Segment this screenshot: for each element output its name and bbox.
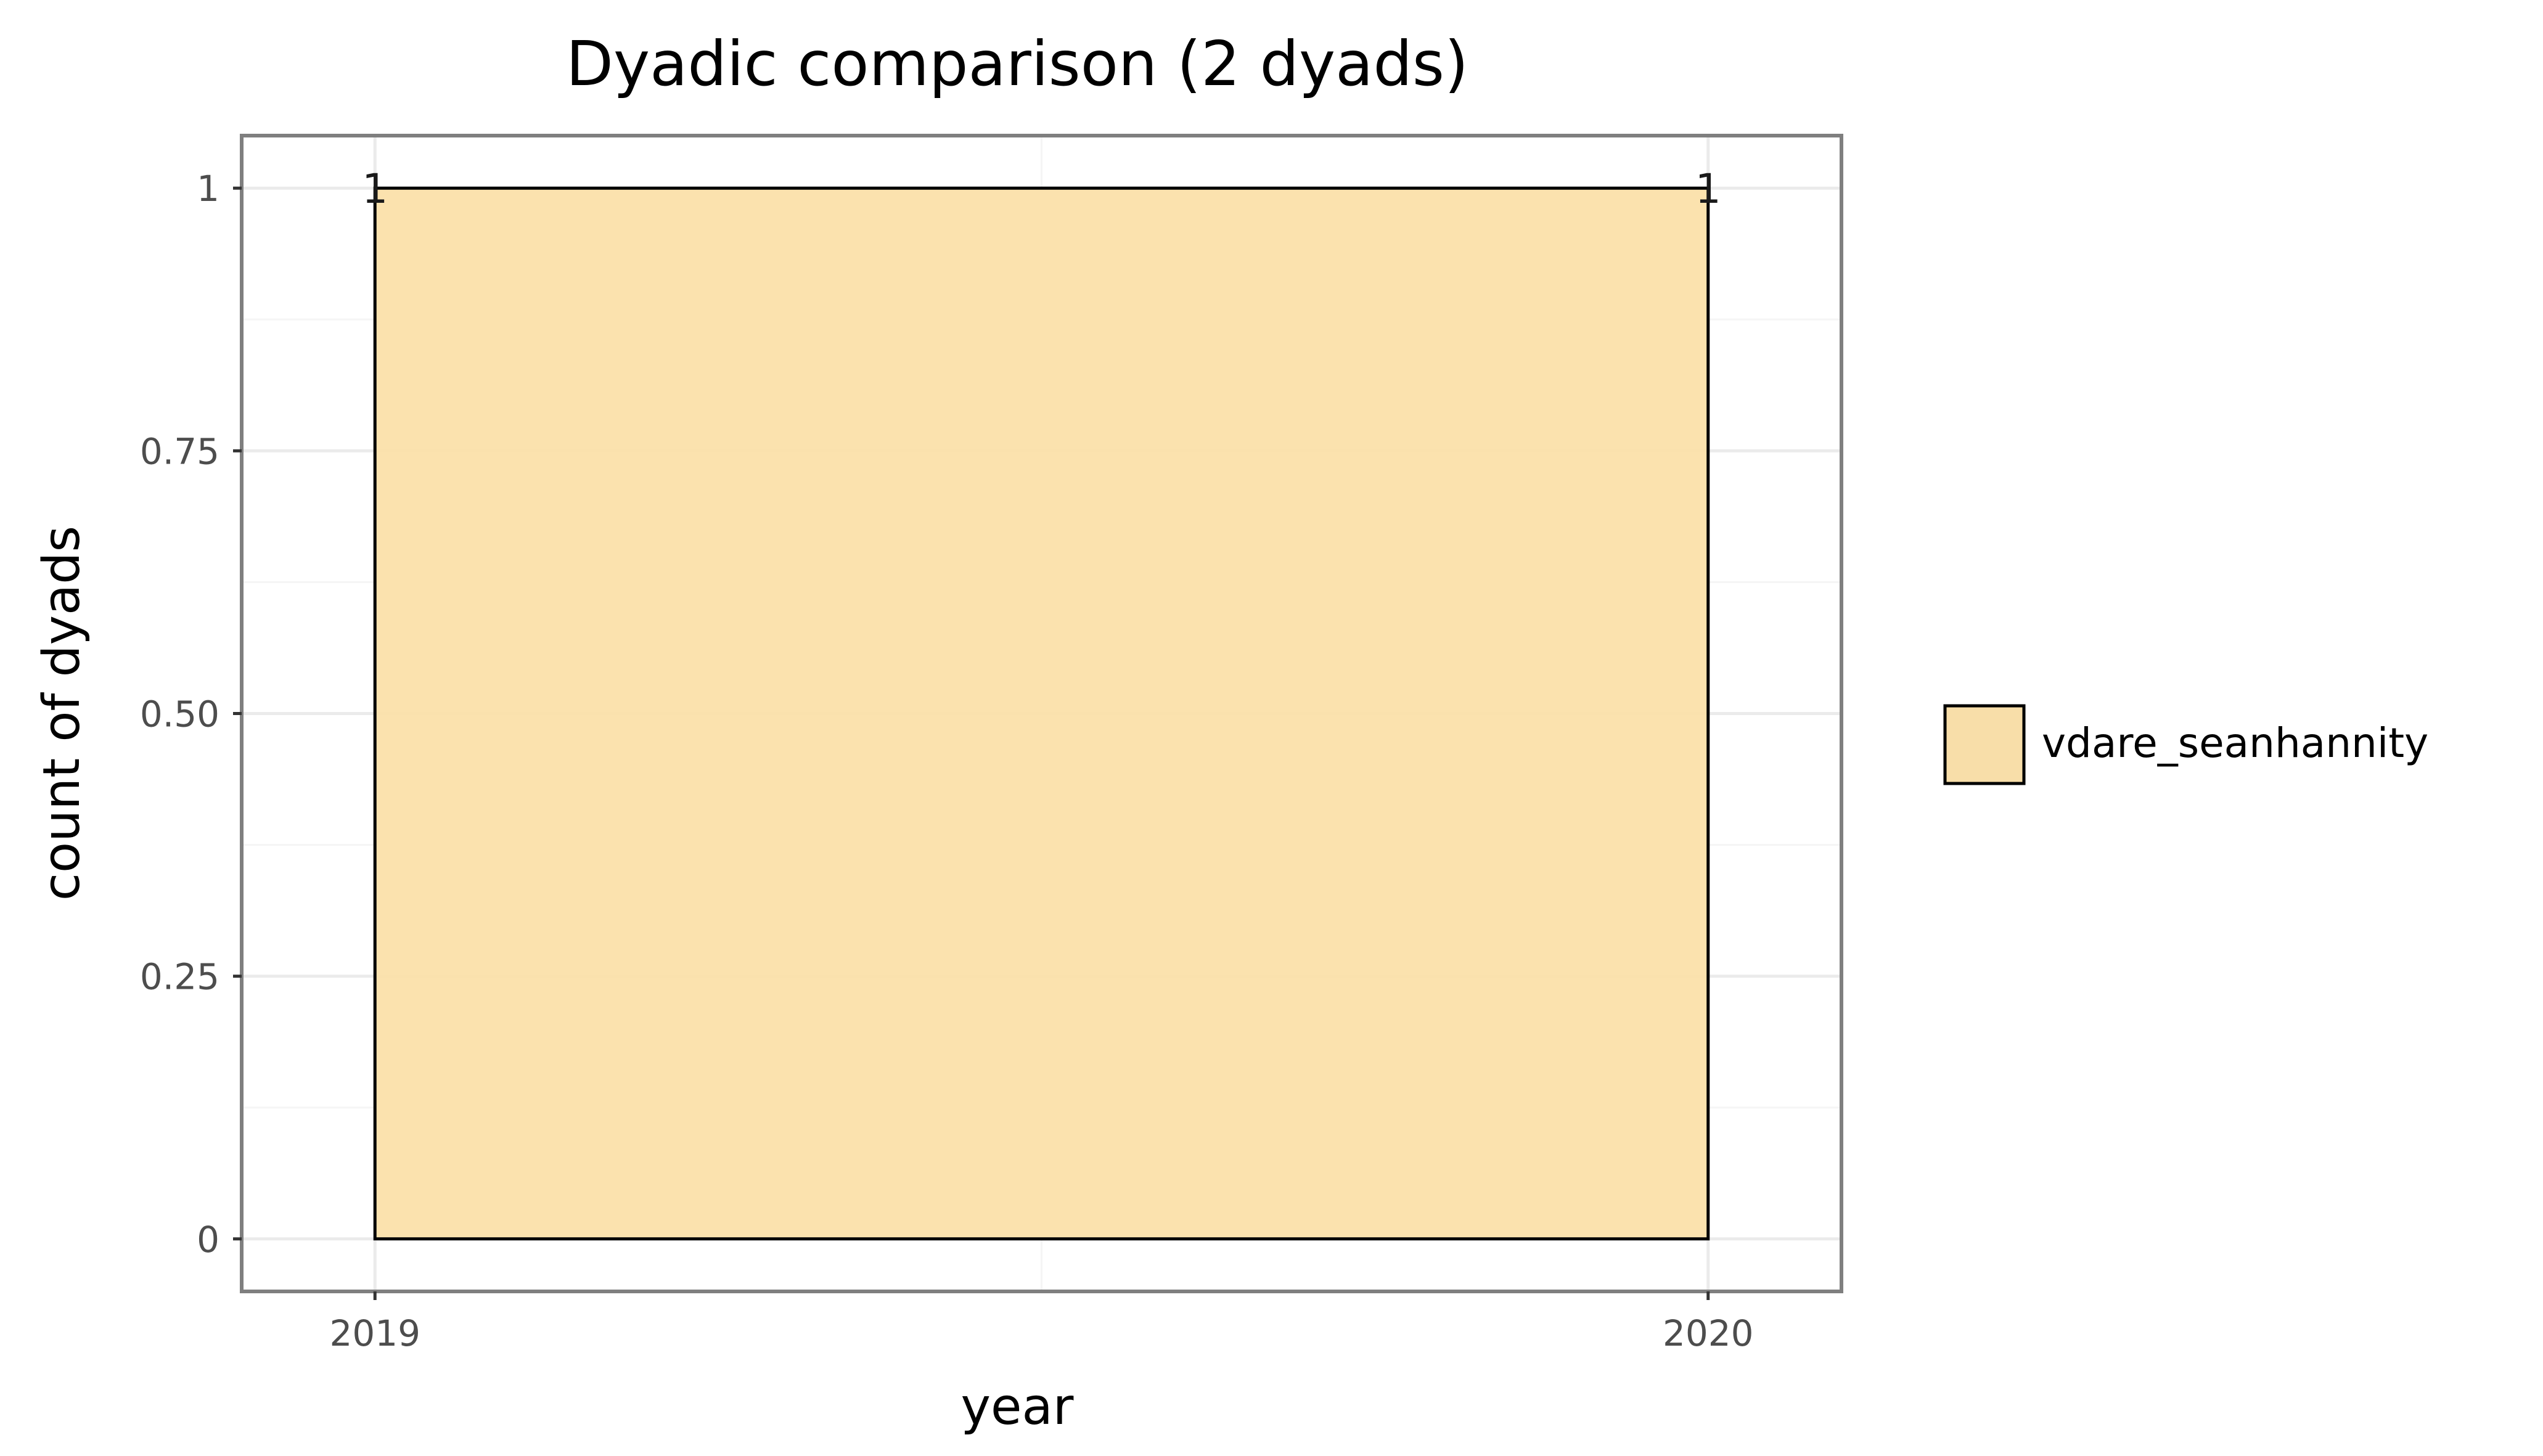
x-axis-title: year [961, 1378, 1074, 1436]
legend-label: vdare_seanhannity [2042, 719, 2428, 767]
area-series-vdare_seanhannity [373, 186, 1710, 1241]
data-label: 1 [362, 165, 388, 213]
y-tick-label: 0.50 [140, 693, 219, 735]
y-tick-label: 0.25 [140, 956, 219, 998]
x-axis: 2019 2020 [329, 1291, 1754, 1354]
chart-title: Dyadic comparison (2 dyads) [566, 28, 1468, 100]
x-tick-label: 2019 [329, 1312, 420, 1354]
y-tick-label: 0 [197, 1219, 219, 1261]
series-area [373, 186, 1710, 1241]
y-tick-label: 0.75 [140, 430, 219, 472]
legend: vdare_seanhannity [1943, 704, 2428, 785]
legend-key [1943, 704, 2026, 785]
y-tick-label: 1 [197, 168, 219, 210]
y-axis-title: count of dyads [33, 526, 91, 901]
data-label: 1 [1695, 165, 1721, 213]
y-axis: 0 0.25 0.50 0.75 1 [140, 168, 242, 1261]
x-tick-label: 2020 [1663, 1312, 1754, 1354]
